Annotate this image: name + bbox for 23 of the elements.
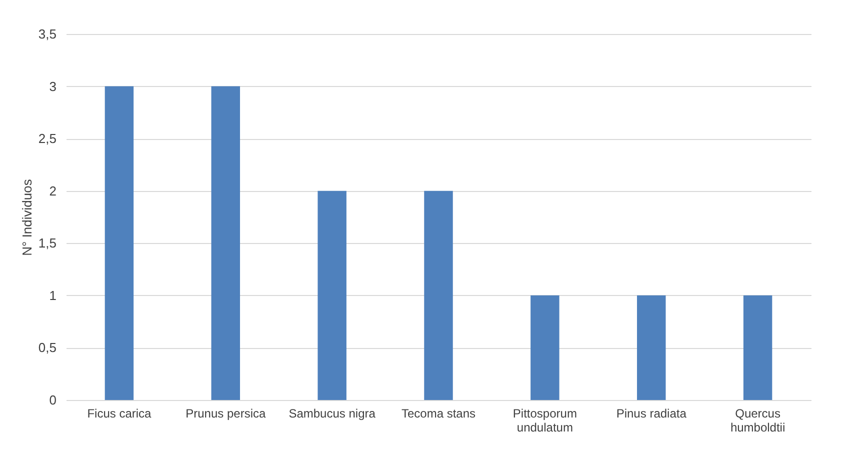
y-tick-label: 2	[49, 183, 56, 198]
y-tick-label: 1	[49, 288, 56, 303]
y-tick-label: 0,5	[38, 340, 56, 356]
x-tick-label: Ficus carica	[87, 406, 152, 420]
bar	[104, 86, 134, 400]
y-tick-label: 3,5	[38, 26, 56, 42]
bar	[530, 295, 560, 400]
x-tick-label: Sambucus nigra	[288, 406, 376, 420]
y-axis-title: N° Individuos	[19, 178, 34, 256]
x-tick-label: Pittosporum undulatum	[512, 406, 577, 434]
y-tick-label: 3	[49, 78, 56, 94]
x-tick-label: Quercus humboldtii	[730, 406, 786, 434]
bar	[743, 295, 772, 400]
bar	[318, 190, 346, 400]
x-tick-label: Pinus radiata	[616, 406, 687, 420]
y-tick-label: 0	[49, 392, 56, 408]
y-tick-label: 2,5	[38, 131, 56, 146]
bar	[636, 295, 666, 400]
x-tick-label: Prunus persica	[186, 406, 266, 420]
x-tick-label: Tecoma stans	[401, 406, 476, 420]
bar	[211, 86, 240, 400]
y-tick-label: 1,5	[38, 236, 56, 251]
bar	[424, 190, 453, 400]
